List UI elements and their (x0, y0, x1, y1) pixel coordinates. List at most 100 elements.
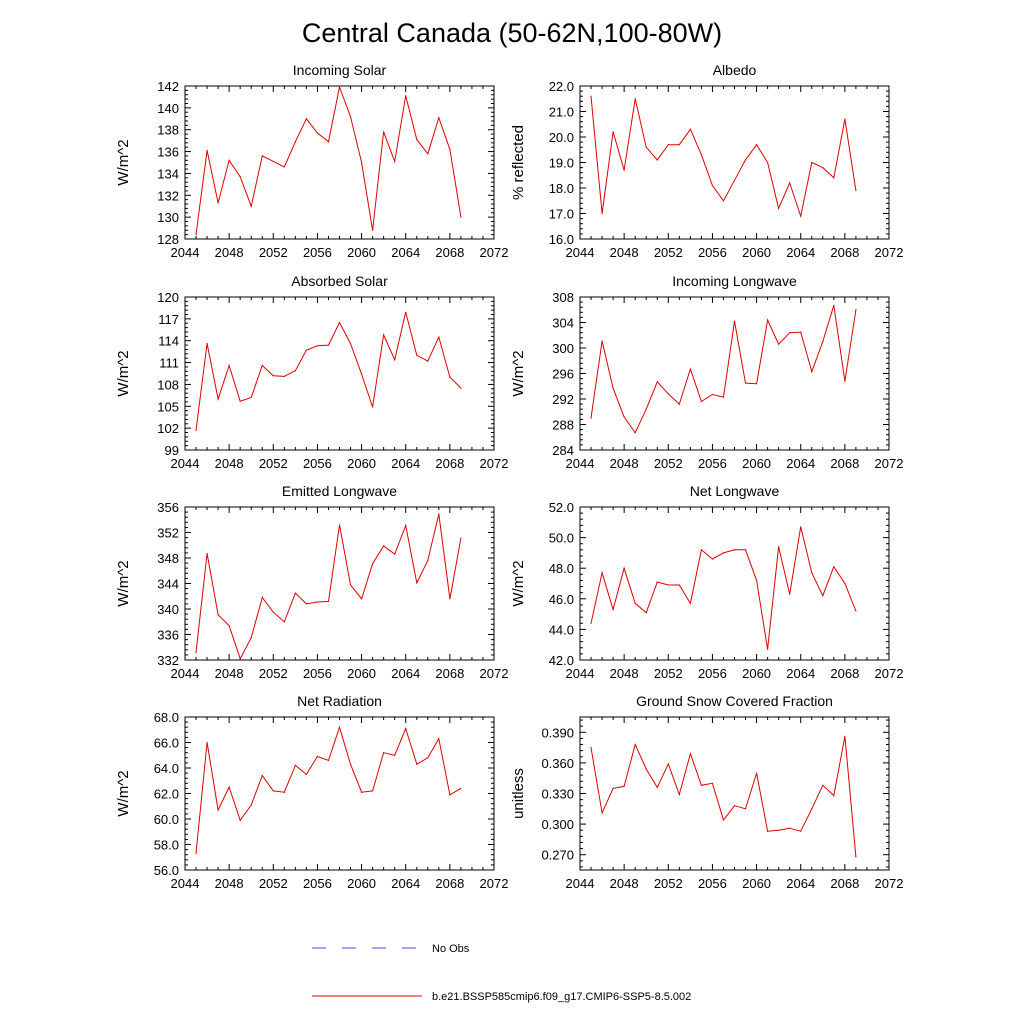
data-point-net-longwave (844, 582, 846, 585)
data-point-emitted-longwave (349, 584, 352, 586)
x-tick-label-emitted-longwave: 2064 (391, 666, 420, 681)
data-point-net-longwave (656, 581, 658, 583)
data-point-albedo (689, 128, 691, 130)
data-point-ground-snow-covered-fraction (612, 787, 614, 790)
data-point-ground-snow-covered-fraction (811, 808, 813, 810)
y-tick-label-net-radiation: 62.0 (154, 787, 179, 802)
data-point-ground-snow-covered-fraction (667, 763, 669, 765)
y-tick-label-incoming-longwave: 292 (552, 392, 574, 407)
x-tick-label-ground-snow-covered-fraction: 2052 (654, 876, 683, 891)
x-tick-label-incoming-solar: 2056 (303, 245, 332, 260)
plot-frame-ground-snow-covered-fraction (579, 716, 890, 871)
data-point-net-radiation (438, 738, 440, 740)
data-point-absorbed-solar (394, 359, 396, 361)
data-point-net-longwave (744, 549, 747, 551)
data-point-net-longwave (767, 648, 769, 650)
x-tick-label-absorbed-solar: 2072 (480, 456, 509, 471)
data-point-absorbed-solar (195, 429, 197, 431)
data-point-ground-snow-covered-fraction (700, 784, 702, 786)
data-point-ground-snow-covered-fraction (800, 830, 802, 832)
data-point-incoming-solar (261, 155, 263, 157)
x-tick-label-net-radiation: 2072 (480, 876, 509, 891)
y-tick-label-incoming-solar: 132 (157, 188, 179, 203)
legend-label-model-run: b.e21.BSSP585cmip6.f09_g17.CMIP6-SSP5-8.… (432, 991, 691, 1003)
series-line-absorbed-solar (195, 312, 462, 431)
x-tick-label-emitted-longwave: 2068 (435, 666, 464, 681)
panel-title-emitted-longwave: Emitted Longwave (282, 483, 397, 499)
data-point-incoming-longwave (678, 403, 680, 405)
x-tick-label-ground-snow-covered-fraction: 2060 (742, 876, 771, 891)
data-point-emitted-longwave (316, 601, 319, 603)
x-tick-label-incoming-longwave: 2056 (698, 456, 727, 471)
data-point-net-longwave (700, 549, 702, 551)
data-point-ground-snow-covered-fraction (656, 786, 658, 788)
data-point-ground-snow-covered-fraction (678, 793, 680, 796)
series-line-incoming-longwave (590, 305, 857, 434)
panel-incoming-solar: Incoming Solar W/m^2 2044 2048 2052 2056 2060 2… (115, 62, 508, 260)
data-point-net-radiation (239, 819, 241, 821)
data-point-net-radiation (272, 790, 274, 792)
data-point-incoming-solar (416, 138, 418, 141)
x-tick-label-incoming-solar: 2044 (171, 245, 200, 260)
data-point-incoming-longwave (800, 331, 802, 333)
data-point-incoming-solar (228, 159, 230, 161)
x-tick-label-ground-snow-covered-fraction: 2044 (566, 876, 595, 891)
y-axis-label-net-longwave: W/m^2 (510, 560, 527, 606)
y-tick-label-emitted-longwave: 344 (157, 577, 179, 592)
data-point-ground-snow-covered-fraction (744, 808, 747, 810)
x-tick-label-net-radiation: 2052 (259, 876, 288, 891)
data-point-net-radiation (195, 852, 197, 855)
data-point-albedo (733, 179, 736, 181)
data-point-net-radiation (383, 752, 385, 754)
x-tick-label-albedo: 2072 (875, 245, 904, 260)
data-point-incoming-solar (394, 160, 396, 163)
data-point-ground-snow-covered-fraction (689, 753, 691, 755)
panel-title-albedo: Albedo (713, 62, 757, 78)
data-point-incoming-longwave (755, 383, 758, 385)
data-point-albedo (844, 118, 846, 120)
data-point-albedo (678, 144, 680, 146)
x-tick-label-incoming-longwave: 2044 (566, 456, 595, 471)
data-point-absorbed-solar (283, 375, 285, 378)
data-point-net-longwave (778, 546, 780, 548)
data-point-net-longwave (800, 526, 802, 528)
series-line-net-longwave (590, 526, 857, 650)
data-point-absorbed-solar (383, 334, 385, 336)
y-tick-label-emitted-longwave: 352 (157, 526, 179, 541)
x-tick-label-net-radiation: 2068 (435, 876, 464, 891)
data-point-emitted-longwave (372, 563, 374, 565)
x-tick-label-absorbed-solar: 2056 (303, 456, 332, 471)
data-point-net-longwave (811, 572, 813, 574)
data-point-emitted-longwave (338, 524, 341, 526)
y-tick-label-emitted-longwave: 356 (157, 500, 179, 515)
panel-title-incoming-solar: Incoming Solar (293, 62, 387, 78)
data-point-emitted-longwave (460, 537, 462, 539)
y-tick-label-albedo: 16.0 (549, 232, 574, 247)
data-point-emitted-longwave (405, 524, 407, 527)
data-point-incoming-solar (427, 153, 429, 155)
data-point-incoming-longwave (612, 387, 614, 389)
data-point-albedo (778, 207, 780, 209)
y-tick-label-incoming-solar: 134 (157, 166, 179, 181)
data-point-emitted-longwave (195, 651, 197, 653)
x-tick-label-net-radiation: 2048 (215, 876, 244, 891)
data-point-emitted-longwave (206, 552, 208, 555)
data-point-incoming-longwave (822, 341, 824, 343)
data-point-incoming-longwave (656, 381, 658, 383)
y-tick-label-incoming-longwave: 288 (552, 418, 574, 433)
data-point-incoming-solar (250, 205, 252, 207)
x-tick-label-ground-snow-covered-fraction: 2072 (875, 876, 904, 891)
panel-title-net-longwave: Net Longwave (690, 483, 780, 499)
x-tick-label-absorbed-solar: 2064 (391, 456, 420, 471)
panel-title-absorbed-solar: Absorbed Solar (291, 273, 388, 289)
data-point-net-longwave (634, 602, 636, 604)
data-point-ground-snow-covered-fraction (855, 856, 857, 858)
panel-net-longwave: Net Longwave W/m^2 2044 2048 2052 2056 2060 206… (510, 483, 903, 681)
x-tick-label-incoming-longwave: 2052 (654, 456, 683, 471)
data-point-absorbed-solar (349, 343, 352, 345)
data-point-absorbed-solar (360, 373, 363, 375)
data-point-incoming-longwave (623, 416, 625, 418)
y-tick-label-albedo: 21.0 (549, 105, 574, 120)
data-point-incoming-longwave (667, 393, 669, 395)
data-point-albedo (711, 184, 714, 187)
